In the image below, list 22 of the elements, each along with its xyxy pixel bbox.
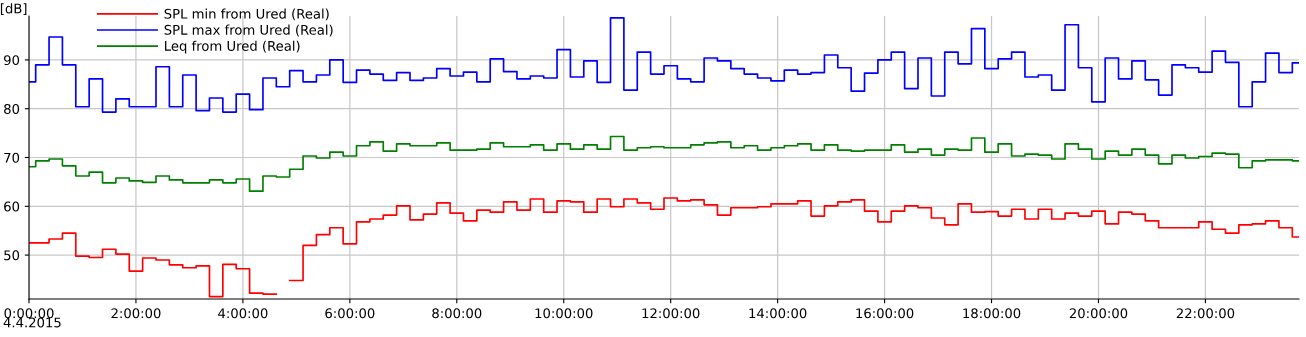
x-tick-label: 16:00:00: [856, 308, 914, 319]
x-tick-label: 8:00:00: [432, 308, 482, 319]
legend-label: Leq from Ured (Real): [165, 40, 300, 54]
y-tick-label: 70: [4, 152, 20, 163]
legend-label: SPL max from Ured (Real): [164, 24, 333, 37]
legend-label: SPL min from Ured (Real): [164, 8, 329, 21]
y-tick-label: 60: [4, 201, 20, 212]
x-tick-label: 12:00:00: [642, 308, 700, 319]
y-axis-title: [dB]: [0, 3, 27, 15]
x-tick-label: 14:00:00: [749, 308, 807, 319]
x-tick-label: 0:00:00: [4, 308, 54, 319]
text: 4.4.2015: [3, 317, 61, 328]
x-tick-label: 4:00:00: [218, 308, 268, 319]
x-tick-label: 22:00:00: [1176, 308, 1235, 319]
x-tick-label: 6:00:00: [325, 308, 375, 319]
x-tick-label: 2:00:00: [111, 308, 161, 319]
y-tick-label: 80: [4, 103, 20, 114]
x-tick-label: 18:00:00: [963, 308, 1021, 319]
x-tick-label: 20:00:00: [1069, 308, 1128, 319]
x-tick-label: 10:00:00: [535, 308, 593, 319]
y-tick-label: 90: [4, 55, 20, 66]
y-tick-label: 50: [4, 250, 20, 261]
